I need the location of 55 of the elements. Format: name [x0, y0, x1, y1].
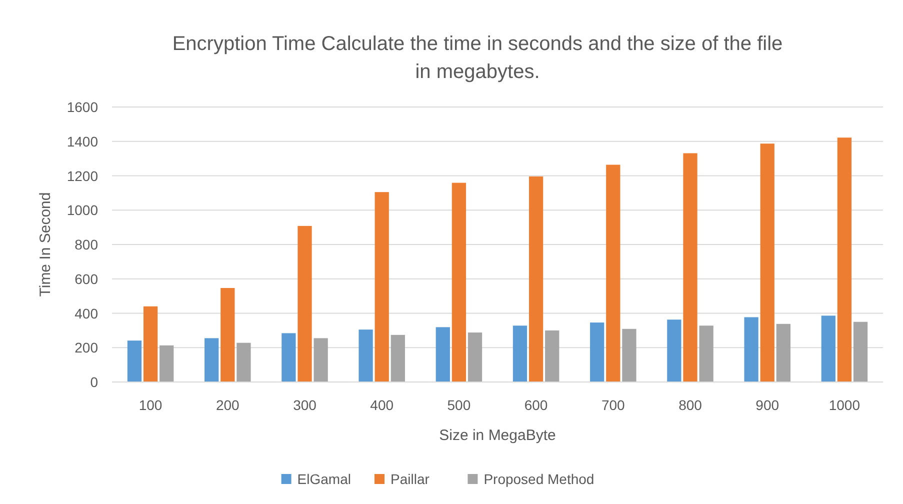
y-axis-title: Time In Second: [37, 192, 54, 297]
bar: [143, 306, 158, 382]
y-tick-label: 1200: [66, 168, 98, 184]
bar: [204, 338, 219, 382]
y-tick-label: 600: [74, 270, 98, 287]
x-tick-label: 300: [293, 397, 317, 413]
bar: [622, 328, 636, 382]
bar: [314, 338, 328, 382]
legend-label: Paillar: [390, 471, 430, 487]
x-tick-label: 400: [370, 397, 394, 413]
y-tick-label: 0: [90, 374, 98, 390]
y-tick-label: 1400: [66, 133, 98, 150]
bar: [160, 345, 174, 382]
x-tick-label: 800: [678, 397, 702, 413]
x-tick-label: 500: [447, 397, 471, 413]
bar: [298, 226, 312, 382]
bar: [374, 192, 389, 382]
bar: [760, 144, 774, 382]
bar: [358, 330, 373, 382]
legend-label: ElGamal: [297, 471, 351, 487]
bar: [776, 324, 790, 382]
bar: [220, 288, 235, 382]
bar: [436, 327, 450, 382]
x-tick-label: 200: [216, 397, 240, 413]
bar: [528, 176, 544, 382]
bar: [606, 164, 620, 382]
bar: [837, 138, 852, 382]
bar: [744, 317, 758, 382]
y-tick-label: 400: [74, 305, 98, 322]
y-tick-label: 200: [74, 340, 98, 356]
x-tick-label: 600: [524, 397, 548, 413]
x-tick-label: 900: [756, 397, 780, 413]
bar: [127, 340, 142, 382]
bar: [590, 322, 604, 382]
bar: [282, 333, 296, 382]
legend-label: Proposed Method: [484, 471, 594, 487]
bar: [545, 330, 560, 382]
y-tick-label: 1600: [66, 99, 98, 115]
bar: [236, 342, 251, 382]
bar: [468, 332, 482, 382]
x-tick-label: 100: [138, 397, 162, 413]
y-tick-label: 800: [74, 236, 98, 252]
bar: [683, 153, 698, 382]
x-axis-title: Size in MegaByte: [439, 427, 556, 444]
bar: [853, 322, 868, 382]
bar: [699, 326, 714, 382]
x-tick-label: 1000: [828, 397, 860, 413]
bar: [390, 334, 405, 382]
chart-title: Encryption Time Calculate the time in seconds and the size of the file in megabytes.: [172, 33, 783, 83]
y-tick-label: 1000: [66, 202, 98, 218]
bar: [667, 320, 682, 382]
bar: [452, 182, 466, 382]
bar: [512, 326, 528, 382]
x-tick-label: 700: [601, 397, 626, 413]
bar: [821, 316, 836, 382]
